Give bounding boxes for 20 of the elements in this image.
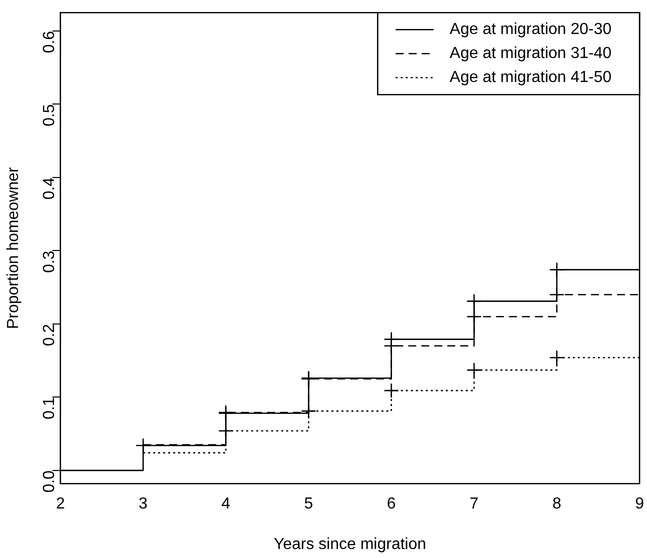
x-tick-label: 5	[304, 496, 314, 513]
y-tick-label: 0.6	[40, 30, 58, 54]
y-tick-label: 0.1	[40, 397, 58, 420]
x-tick-label: 3	[138, 496, 148, 513]
x-tick-label: 2	[56, 496, 65, 513]
x-tick-label: 4	[221, 496, 230, 513]
x-axis-title: Years since migration	[274, 536, 426, 553]
y-tick-label: 0.2	[40, 324, 58, 346]
x-tick-label: 9	[635, 496, 644, 513]
legend-label: Age at migration 20-30	[450, 21, 612, 38]
x-tick-label: 6	[386, 496, 396, 513]
legend-label: Age at migration 31-40	[450, 45, 612, 62]
y-axis-title: Proportion homeowner	[5, 166, 22, 330]
x-tick-label: 7	[470, 496, 479, 513]
x-tick-label: 8	[552, 496, 562, 513]
y-tick-label: 0.4	[40, 177, 58, 200]
y-tick-label: 0.3	[40, 250, 58, 273]
y-tick-label: 0.5	[40, 104, 58, 126]
y-tick-label: 0.0	[40, 470, 58, 493]
legend-label: Age at migration 41-50	[450, 69, 612, 86]
